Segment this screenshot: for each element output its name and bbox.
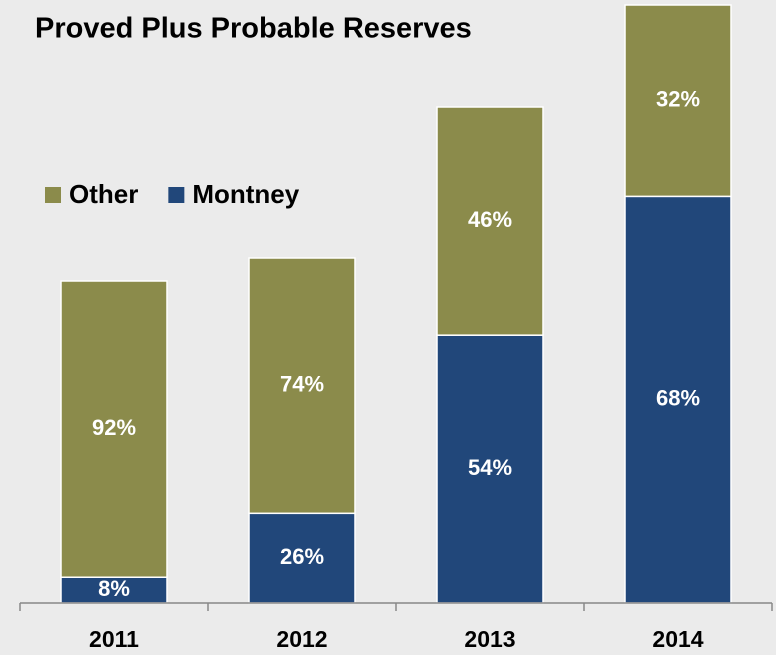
bar-segment: [60, 280, 168, 578]
data-label: 26%: [280, 544, 324, 569]
bar-segment: [248, 512, 356, 604]
data-label: 8%: [98, 576, 130, 601]
data-label: 74%: [280, 371, 324, 396]
bar-segment: [248, 257, 356, 515]
legend-label: Other: [69, 179, 138, 209]
data-label: 68%: [656, 385, 700, 410]
x-tick-label: 2012: [276, 626, 327, 652]
x-tick-label: 2011: [89, 626, 139, 652]
legend-swatch: [45, 187, 61, 203]
bar-segment: [436, 106, 544, 336]
data-label: 32%: [656, 86, 700, 111]
data-label: 54%: [468, 455, 512, 480]
chart-title: Proved Plus Probable Reserves: [35, 13, 472, 45]
bar-segment: [624, 195, 732, 604]
bar-segment: [624, 4, 732, 198]
bar-segment: [60, 576, 168, 604]
legend-swatch: [168, 187, 185, 203]
data-label: 92%: [92, 415, 136, 440]
x-tick-label: 2013: [464, 626, 515, 652]
data-label: 46%: [468, 207, 512, 232]
legend-label: Montney: [192, 179, 299, 209]
x-tick-label: 2014: [652, 626, 703, 652]
